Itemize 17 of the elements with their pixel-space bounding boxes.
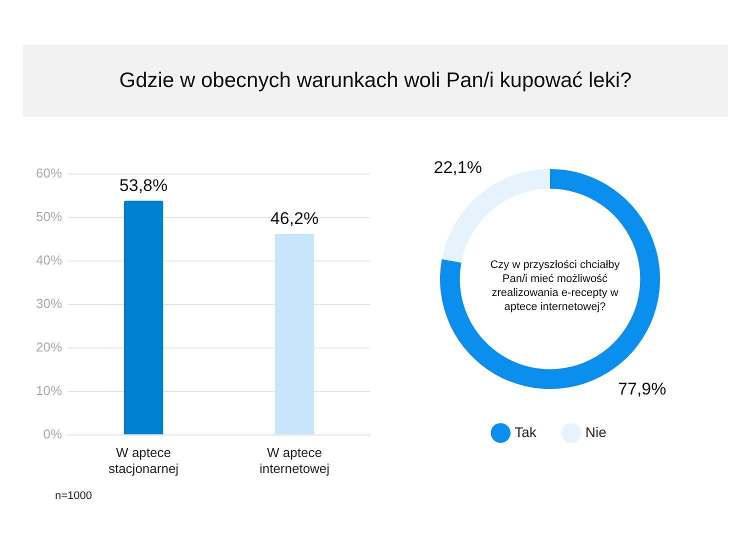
- legend-label: Tak: [514, 424, 538, 440]
- data-label: 46,2%: [270, 209, 319, 228]
- legend-label: Nie: [585, 424, 607, 440]
- y-tick-label: 40%: [36, 252, 62, 268]
- text: n=1000: [55, 490, 92, 502]
- data-label: 22,1%: [434, 158, 482, 178]
- text: Czy w przyszłości chciałby Pan/i mieć możliwość zrealizowania e-recepty w aptece internetowej?: [489, 258, 621, 314]
- y-tick-label: 20%: [36, 339, 62, 354]
- y-tick-label: 30%: [36, 296, 62, 311]
- y-tick-label: 0%: [43, 426, 62, 442]
- y-tick-label: 60%: [36, 165, 62, 180]
- data-label: 77,9%: [618, 379, 666, 398]
- y-tick-label: 10%: [36, 382, 62, 398]
- y-tick-label: 50%: [36, 208, 62, 224]
- x-tick-label: W aptece internetowej: [259, 445, 330, 476]
- data-label: 53,8%: [119, 176, 168, 195]
- x-tick-label: W aptece stacjonarnej: [108, 445, 179, 476]
